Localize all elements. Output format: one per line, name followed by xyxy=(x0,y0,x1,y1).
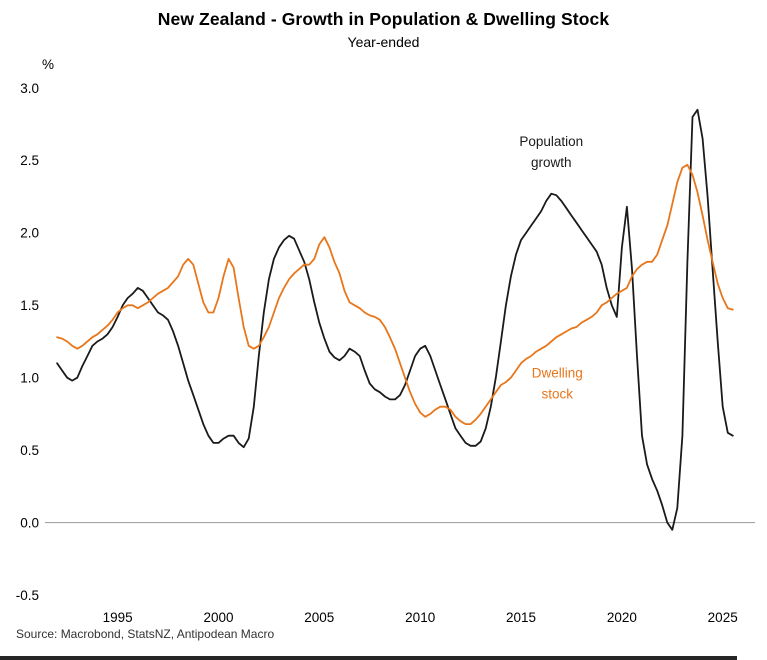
annotation-dwelling-stock: Dwelling stock xyxy=(532,366,583,402)
y-tick-label: -0.5 xyxy=(16,588,39,603)
x-tick-label: 2005 xyxy=(304,610,334,625)
source-note: Source: Macrobond, StatsNZ, Antipodean M… xyxy=(16,627,275,641)
x-tick-label: 2010 xyxy=(405,610,435,625)
y-axis-unit-label: % xyxy=(42,57,55,72)
y-tick-label: 2.0 xyxy=(20,226,39,241)
x-tick-label: 2000 xyxy=(203,610,233,625)
y-tick-label: 0.5 xyxy=(20,443,39,458)
x-tick-label: 2020 xyxy=(607,610,637,625)
y-tick-label: 2.5 xyxy=(20,153,39,168)
y-tick-label: 1.5 xyxy=(20,298,39,313)
series-line-population-growth xyxy=(56,108,734,531)
x-tick-label: 2025 xyxy=(708,610,738,625)
chart-title: New Zealand - Growth in Population & Dwe… xyxy=(157,9,610,29)
bottom-edge-bar xyxy=(0,656,737,660)
y-tick-label: 3.0 xyxy=(20,81,39,96)
annotation-population-growth: Population growth xyxy=(519,134,583,170)
x-tick-label: 1995 xyxy=(103,610,133,625)
chart-subtitle: Year-ended xyxy=(347,34,420,50)
y-tick-label: 0.0 xyxy=(20,515,39,530)
x-tick-label: 2015 xyxy=(506,610,536,625)
series-line-dwelling-stock xyxy=(56,163,734,426)
y-tick-label: 1.0 xyxy=(20,371,39,386)
